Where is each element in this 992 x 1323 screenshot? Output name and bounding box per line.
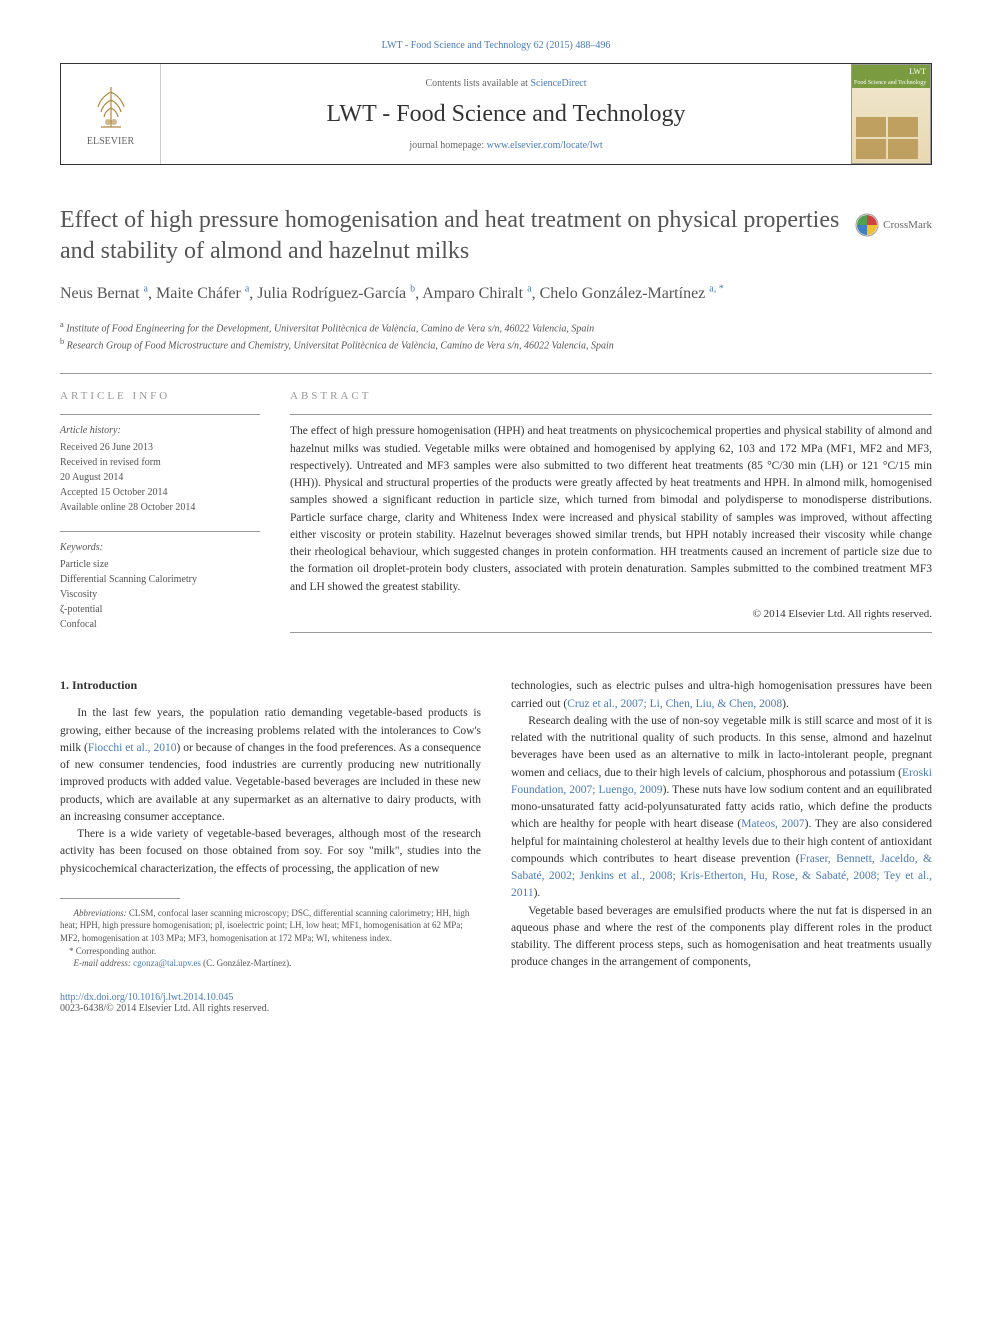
- section-heading: 1. Introduction: [60, 678, 481, 693]
- keyword: Confocal: [60, 617, 260, 632]
- journal-cover: LWT Food Science and Technology: [851, 64, 931, 164]
- abbrev-label: Abbreviations:: [60, 908, 127, 918]
- author: Neus Bernat a: [60, 285, 148, 302]
- publisher-name: ELSEVIER: [87, 136, 134, 147]
- authors-list: Neus Bernat a, Maite Cháfer a, Julia Rod…: [60, 283, 932, 302]
- divider: [290, 414, 932, 415]
- email-link[interactable]: cgonza@tal.upv.es: [133, 958, 201, 968]
- affiliations: a Institute of Food Engineering for the …: [60, 319, 932, 354]
- keyword: Viscosity: [60, 587, 260, 602]
- history-item: Available online 28 October 2014: [60, 500, 260, 515]
- history-item: 20 August 2014: [60, 470, 260, 485]
- divider: [60, 414, 260, 415]
- keyword: Particle size: [60, 557, 260, 572]
- history-item: Received 26 June 2013: [60, 440, 260, 455]
- affiliation: a Institute of Food Engineering for the …: [60, 319, 932, 336]
- divider: [60, 531, 260, 532]
- affiliation: b Research Group of Food Microstructure …: [60, 336, 932, 353]
- cover-subtitle: Food Science and Technology: [852, 78, 930, 88]
- keywords: Keywords: Particle size Differential Sca…: [60, 540, 260, 632]
- sciencedirect-link[interactable]: ScienceDirect: [530, 78, 586, 89]
- keywords-title: Keywords:: [60, 540, 260, 555]
- publisher-logo: ELSEVIER: [61, 64, 161, 164]
- citation-link[interactable]: LWT - Food Science and Technology 62 (20…: [60, 40, 932, 51]
- divider: [60, 373, 932, 374]
- article-history: Article history: Received 26 June 2013 R…: [60, 423, 260, 515]
- citation-link[interactable]: Cruz et al., 2007; Li, Chen, Liu, & Chen…: [567, 698, 782, 710]
- citation-link[interactable]: Fiocchi et al., 2010: [88, 742, 177, 754]
- body-text: technologies, such as electric pulses an…: [511, 678, 932, 971]
- header-center: Contents lists available at ScienceDirec…: [161, 68, 851, 161]
- corresponding-author: * Corresponding author.: [60, 945, 481, 958]
- journal-name: LWT - Food Science and Technology: [171, 101, 841, 128]
- cover-title: LWT: [909, 67, 926, 76]
- history-item: Accepted 15 October 2014: [60, 485, 260, 500]
- issn-copyright: 0023-6438/© 2014 Elsevier Ltd. All right…: [60, 1003, 932, 1014]
- keyword: ζ-potential: [60, 602, 260, 617]
- homepage-prefix: journal homepage:: [409, 140, 486, 151]
- divider: [290, 632, 932, 633]
- abstract-text: The effect of high pressure homogenisati…: [290, 423, 932, 596]
- email-label: E-mail address:: [74, 958, 134, 968]
- history-title: Article history:: [60, 423, 260, 438]
- contents-line: Contents lists available at ScienceDirec…: [171, 78, 841, 89]
- author: , Julia Rodríguez-García b: [249, 285, 415, 302]
- crossmark-label: CrossMark: [883, 219, 932, 231]
- abstract-label: ABSTRACT: [290, 390, 932, 402]
- author: , Maite Cháfer a: [148, 285, 249, 302]
- crossmark-icon: [855, 213, 879, 237]
- elsevier-tree-icon: [86, 82, 136, 132]
- body-text: In the last few years, the population ra…: [60, 705, 481, 878]
- citation-link[interactable]: Mateos, 2007: [741, 818, 804, 830]
- abstract-copyright: © 2014 Elsevier Ltd. All rights reserved…: [290, 608, 932, 620]
- crossmark-badge[interactable]: CrossMark: [855, 213, 932, 237]
- author: , Amparo Chiralt a: [415, 285, 531, 302]
- article-info-label: ARTICLE INFO: [60, 390, 260, 402]
- doi-link[interactable]: http://dx.doi.org/10.1016/j.lwt.2014.10.…: [60, 992, 233, 1003]
- footnotes: Abbreviations: CLSM, confocal laser scan…: [60, 907, 481, 970]
- email-suffix: (C. González-Martínez).: [201, 958, 291, 968]
- journal-header: ELSEVIER Contents lists available at Sci…: [60, 63, 932, 165]
- author: , Chelo González-Martínez a, *: [532, 285, 724, 302]
- page-footer: http://dx.doi.org/10.1016/j.lwt.2014.10.…: [60, 992, 932, 1014]
- contents-text: Contents lists available at: [425, 78, 530, 89]
- keyword: Differential Scanning Calorimetry: [60, 572, 260, 587]
- footnote-divider: [60, 898, 180, 899]
- homepage-link[interactable]: www.elsevier.com/locate/lwt: [487, 140, 603, 151]
- article-title: Effect of high pressure homogenisation a…: [60, 205, 932, 267]
- homepage-line: journal homepage: www.elsevier.com/locat…: [171, 140, 841, 151]
- history-item: Received in revised form: [60, 455, 260, 470]
